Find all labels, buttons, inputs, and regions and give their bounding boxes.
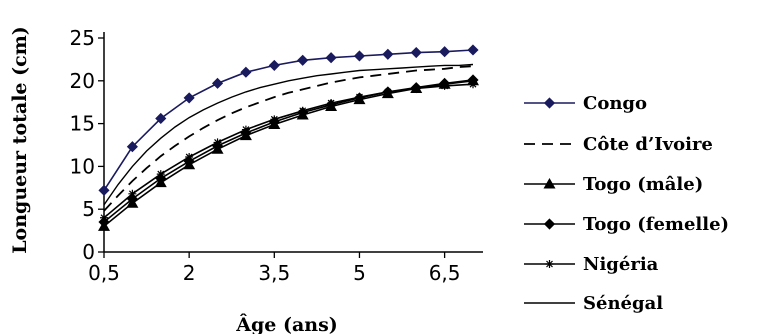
x-tick-label: 6,5 bbox=[429, 261, 461, 285]
legend-label: Sénégal bbox=[583, 293, 663, 314]
data-point bbox=[239, 129, 252, 141]
series-line bbox=[103, 80, 474, 227]
data-point bbox=[211, 143, 224, 154]
data-point bbox=[211, 77, 224, 89]
data-point bbox=[126, 141, 138, 153]
legend-label: Togo (mâle) bbox=[583, 174, 703, 195]
legend: Congo Côte d’Ivoire Togo (mâle) Togo (femel… bbox=[524, 93, 729, 314]
series-6 bbox=[103, 63, 474, 206]
data-point bbox=[353, 50, 366, 62]
series-1 bbox=[98, 44, 479, 196]
data-point bbox=[240, 66, 252, 78]
data-point bbox=[98, 184, 110, 196]
y-tick-label: 10 bbox=[70, 154, 95, 178]
y-tick-label: 15 bbox=[70, 112, 95, 136]
legend-label: Nigéria bbox=[583, 254, 659, 275]
data-point bbox=[467, 44, 479, 56]
data-point bbox=[325, 100, 338, 111]
data-point bbox=[155, 112, 167, 125]
data-point bbox=[439, 46, 451, 58]
legend-label: Congo bbox=[583, 93, 647, 114]
data-point bbox=[268, 118, 281, 129]
data-point bbox=[410, 46, 422, 59]
legend-item: Nigéria bbox=[524, 254, 659, 275]
series-4 bbox=[98, 74, 479, 228]
y-axis-title: Longueur totale (cm) bbox=[9, 26, 31, 254]
x-tick-label: 5 bbox=[353, 261, 366, 285]
data-point bbox=[126, 197, 139, 208]
y-tick-label: 0 bbox=[82, 240, 95, 264]
legend-item: Togo (mâle) bbox=[524, 174, 703, 195]
data-point bbox=[98, 220, 110, 231]
data-point bbox=[154, 176, 167, 188]
data-point bbox=[183, 158, 196, 170]
legend-label: Côte d’Ivoire bbox=[583, 134, 713, 155]
legend-item: Togo (femelle) bbox=[524, 214, 729, 235]
legend-marker bbox=[543, 178, 556, 189]
legend-marker bbox=[543, 218, 556, 230]
data-point bbox=[382, 48, 394, 60]
legend-item: Sénégal bbox=[524, 293, 663, 314]
x-axis-title: Âge (ans) bbox=[235, 313, 338, 334]
data-point bbox=[467, 74, 479, 86]
y-tick-label: 5 bbox=[82, 197, 95, 221]
series-line bbox=[103, 65, 474, 212]
x-tick-label: 3,5 bbox=[258, 261, 290, 285]
series-3 bbox=[98, 74, 479, 231]
data-point bbox=[297, 54, 309, 66]
data-point bbox=[438, 78, 451, 89]
series-layer bbox=[98, 44, 479, 231]
legend-item: Congo bbox=[524, 93, 647, 114]
series-2 bbox=[103, 65, 474, 212]
data-point bbox=[183, 92, 195, 104]
legend-item: Côte d’Ivoire bbox=[524, 134, 713, 155]
x-tick-label: 2 bbox=[183, 261, 196, 285]
series-line bbox=[103, 83, 474, 219]
data-point bbox=[268, 59, 280, 71]
plot-axes: 0 5 10 15 20 25 0,5 2 3,5 5 6,5 bbox=[70, 26, 483, 285]
legend-label: Togo (femelle) bbox=[583, 214, 729, 235]
series-line bbox=[103, 63, 474, 206]
y-tick-label: 20 bbox=[70, 69, 95, 93]
legend-marker bbox=[543, 97, 556, 109]
data-point bbox=[325, 52, 337, 64]
data-point bbox=[381, 87, 394, 99]
data-point bbox=[353, 93, 366, 105]
series-line bbox=[103, 79, 474, 223]
series-5 bbox=[100, 80, 477, 222]
y-tick-label: 25 bbox=[70, 26, 95, 50]
legend-marker bbox=[545, 260, 554, 268]
data-point bbox=[410, 82, 423, 94]
data-point bbox=[296, 109, 309, 120]
x-tick-label: 0,5 bbox=[88, 261, 120, 285]
